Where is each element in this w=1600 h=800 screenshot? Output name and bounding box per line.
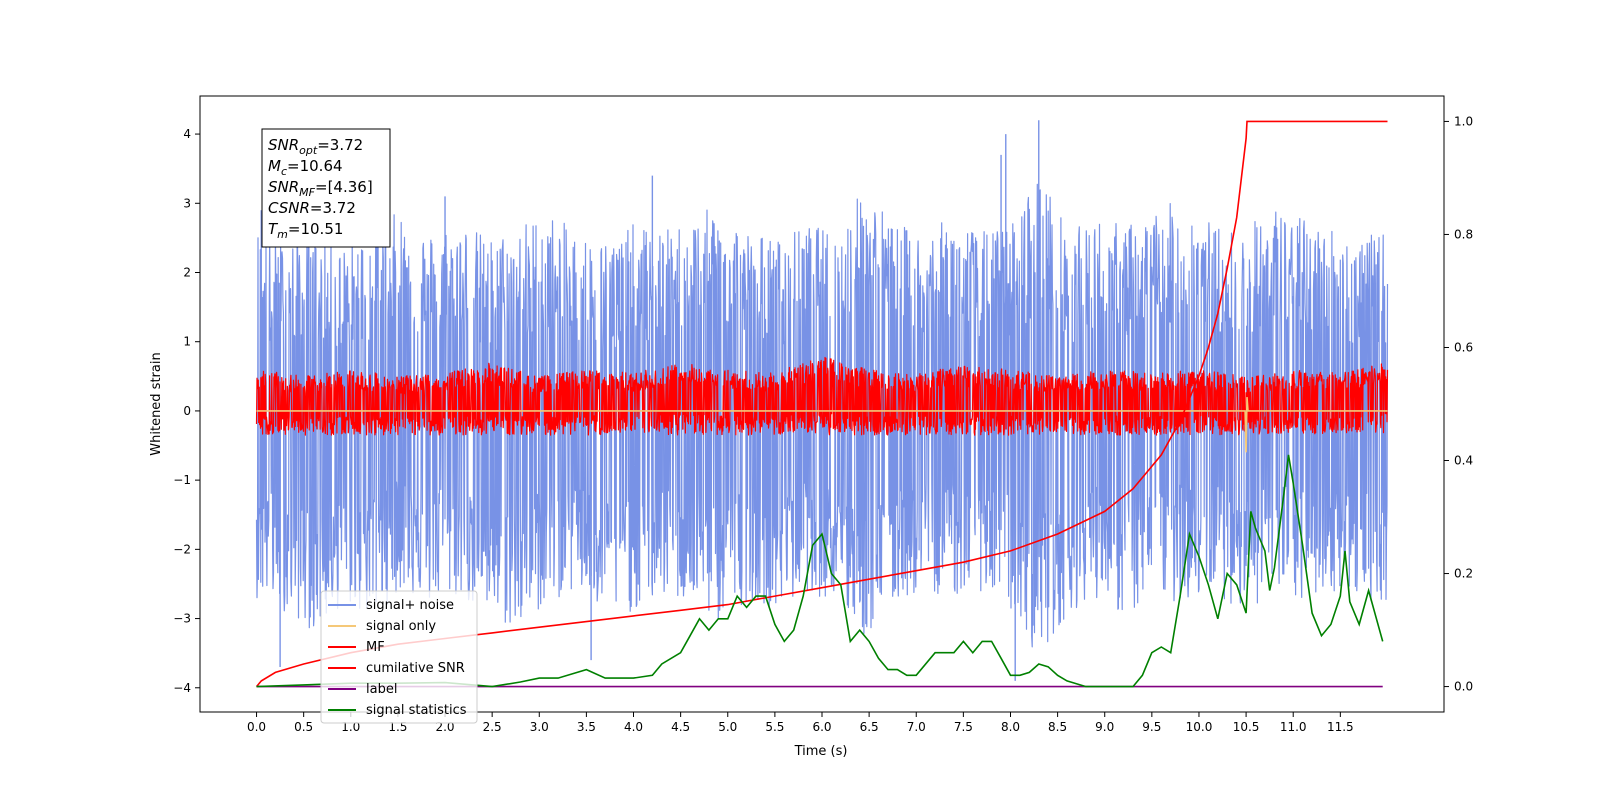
series-signal-only [256, 397, 1388, 453]
x-tick-label: 10.5 [1233, 720, 1260, 734]
y2-tick-label: 0.8 [1454, 227, 1473, 241]
x-tick-label: 2.5 [483, 720, 502, 734]
y2-tick-label: 0.2 [1454, 567, 1473, 581]
legend: signal+ noise signal only MF cumilative SNR… [320, 590, 478, 724]
x-tick-label: 8.5 [1048, 720, 1067, 734]
annotation-line: SNRopt=3.72 [268, 136, 363, 157]
legend-label: cumilative SNR [366, 661, 465, 676]
series-line [256, 397, 1388, 453]
y-tick-label: 2 [183, 265, 191, 279]
y2-tick-label: 0.6 [1454, 340, 1473, 354]
y2-tick-label: 1.0 [1454, 114, 1473, 128]
x-tick-label: 11.5 [1327, 720, 1354, 734]
x-tick-label: 5.0 [718, 720, 737, 734]
legend-label: signal statistics [366, 703, 467, 718]
series-signal-statistics [256, 454, 1384, 688]
x-tick-label: 4.0 [624, 720, 643, 734]
legend-label: MF [366, 640, 385, 655]
x-tick-label: 9.5 [1142, 720, 1161, 734]
x-tick-label: 0.5 [294, 720, 313, 734]
y-tick-label: 1 [183, 335, 191, 349]
x-tick-label: 5.5 [765, 720, 784, 734]
x-axis-label: Time (s) [794, 744, 848, 759]
annotation-line: Mc=10.64 [268, 157, 343, 178]
annotation-line: Tm=10.51 [268, 220, 343, 241]
legend-label: signal only [366, 619, 436, 634]
x-tick-label: 11.0 [1280, 720, 1307, 734]
x-tick-label: 7.5 [954, 720, 973, 734]
x-tick-label: 4.5 [671, 720, 690, 734]
x-tick-label: 3.5 [577, 720, 596, 734]
annotation-line: CSNR=3.72 [268, 199, 356, 217]
y-tick-label: 3 [183, 196, 191, 210]
x-tick-label: 6.5 [860, 720, 879, 734]
series-mf [255, 356, 1389, 436]
x-tick-label: 0.0 [247, 720, 266, 734]
y-axis-label: Whitened strain [149, 352, 164, 455]
x-tick-label: 8.0 [1001, 720, 1020, 734]
x-tick-label: 7.0 [907, 720, 926, 734]
annotation-frame [261, 128, 391, 248]
y-tick-label: 0 [183, 404, 191, 418]
series-line [255, 356, 1389, 436]
y2-axis: 1.0 0.8 0.6 0.4 0.2 0.0 [1444, 114, 1473, 694]
y2-tick-label: 0.4 [1454, 454, 1473, 468]
x-tick-label: 9.0 [1095, 720, 1114, 734]
legend-frame [320, 590, 478, 724]
series-line [256, 454, 1384, 688]
annotation-box: SNRopt=3.72Mc=10.64SNRMF=[4.36]CSNR=3.72… [261, 128, 391, 248]
y-tick-label: −3 [173, 612, 191, 626]
legend-label: label [366, 682, 397, 697]
y2-tick-label: 0.0 [1454, 680, 1473, 694]
x-tick-label: 10.0 [1186, 720, 1213, 734]
x-tick-label: 3.0 [530, 720, 549, 734]
y-tick-label: −4 [173, 681, 191, 695]
x-tick-label: 6.0 [812, 720, 831, 734]
y-tick-label: −1 [173, 473, 191, 487]
annotation-line: SNRMF=[4.36] [268, 178, 373, 199]
y-tick-label: 4 [183, 127, 191, 141]
y-tick-label: −2 [173, 542, 191, 556]
y-axis: 4 3 2 1 0 −1 −2 −3 −4 [173, 127, 200, 695]
legend-label: signal+ noise [366, 598, 454, 613]
